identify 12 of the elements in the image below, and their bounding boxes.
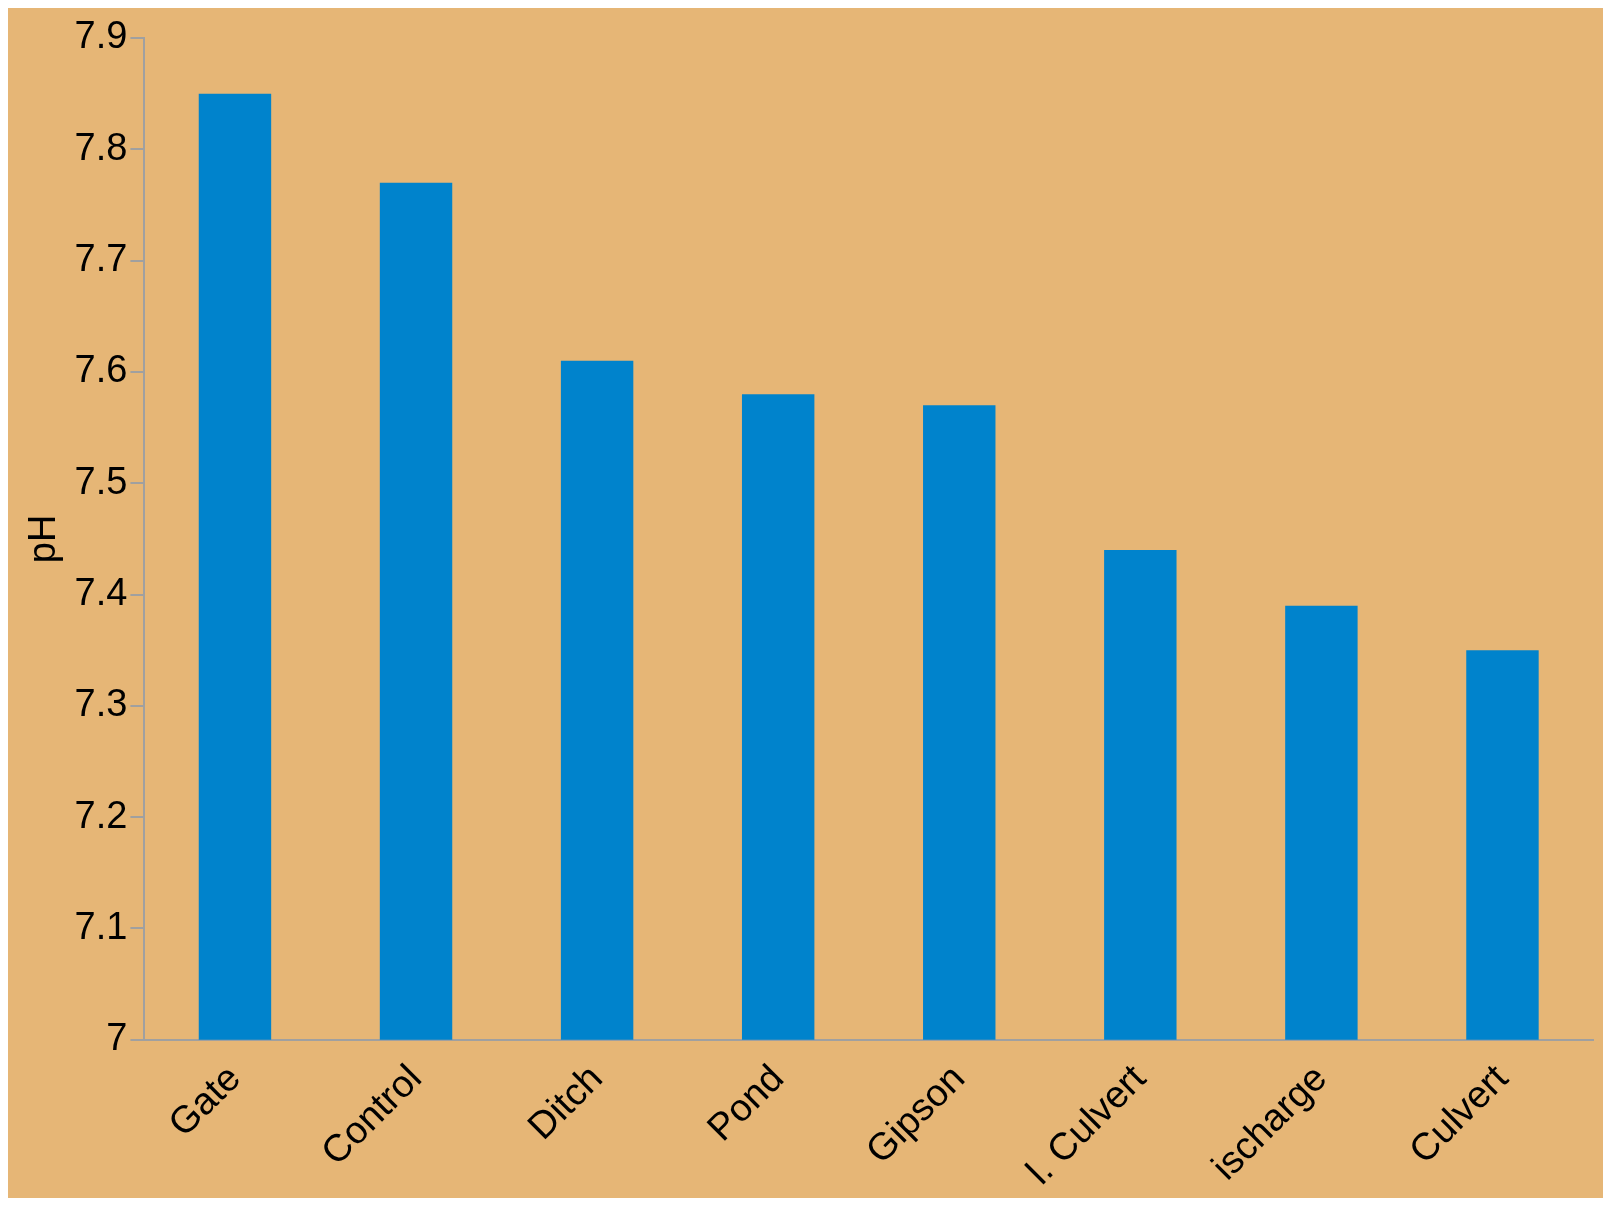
y-tick-label: 7.4: [74, 571, 128, 614]
y-tick-label: 7.8: [74, 125, 128, 168]
x-tick-label: Gate: [160, 1056, 249, 1145]
y-tick-label: 7: [106, 1016, 128, 1059]
y-tick-label: 7.2: [74, 793, 128, 836]
y-tick-label: 7.7: [74, 237, 128, 280]
y-tick-label: 7.1: [74, 904, 128, 947]
y-axis-title: pH: [21, 514, 64, 564]
y-tick-label: 7.3: [74, 682, 128, 725]
y-tick-label: 7.6: [74, 348, 128, 391]
y-tick-label: 7.9: [74, 14, 128, 57]
y-tick-label: 7.5: [74, 459, 128, 502]
